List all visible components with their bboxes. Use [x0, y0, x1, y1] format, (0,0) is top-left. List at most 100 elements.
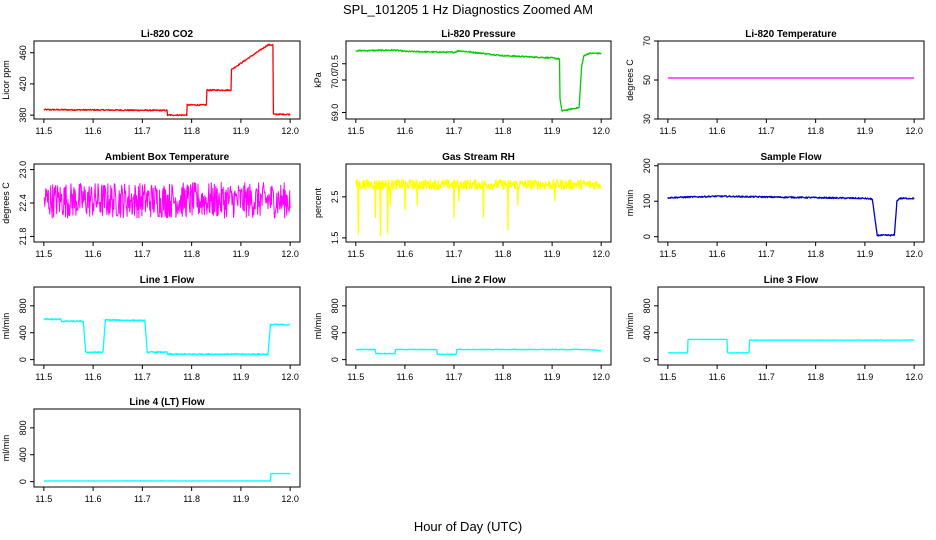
x-tick-label: 11.5 [659, 249, 676, 259]
x-tick-label: 11.7 [446, 249, 463, 259]
panel-title: Line 4 (LT) Flow [129, 397, 205, 408]
x-tick-label: 11.5 [35, 249, 52, 259]
y-tick-label: 0 [642, 357, 652, 362]
y-tick-label: 800 [330, 298, 340, 313]
x-tick-label: 11.5 [659, 126, 676, 136]
y-tick-label: 460 [18, 45, 28, 60]
panel-title: Ambient Box Temperature [105, 152, 230, 163]
panel-title: Line 3 Flow [764, 275, 819, 286]
y-tick-label: 400 [330, 325, 340, 340]
series-line [43, 318, 291, 356]
plot-frame [33, 286, 301, 366]
x-tick-label: 11.5 [659, 372, 676, 382]
x-tick-label: 11.7 [758, 126, 775, 136]
y-tick-label: 70 [642, 36, 652, 46]
series-line [355, 48, 602, 112]
x-tick-label: 12.0 [281, 249, 299, 259]
y-axis-label: degrees C [625, 59, 635, 101]
panel-ambient-box-temperature: Ambient Box Temperature degrees C 21.8 22.4… [1, 152, 301, 259]
x-tick-label: 11.9 [856, 249, 873, 259]
panel-li-820-temperature: Li-820 Temperature degrees C 30 50 70 11.5 11.… [625, 29, 925, 136]
x-tick-label: 11.9 [856, 126, 873, 136]
y-tick-label: 70.5 [330, 55, 340, 73]
x-tick-label: 11.7 [134, 494, 151, 504]
y-axis-label: ml/min [625, 313, 635, 340]
y-axis-label: ml/min [1, 435, 11, 462]
x-tick-label: 11.8 [807, 372, 824, 382]
x-tick-label: 11.7 [134, 249, 151, 259]
panel-title: Gas Stream RH [442, 152, 515, 163]
panel-title: Line 2 Flow [451, 275, 506, 286]
panel-title: Li-820 CO2 [141, 29, 194, 40]
x-tick-label: 11.8 [183, 126, 200, 136]
plot-frame [657, 286, 925, 366]
x-tick-label: 12.0 [592, 249, 610, 259]
panel-line-3-flow: Line 3 Flow ml/min 0 400 800 11.5 11.6 11.7 11.8… [625, 275, 925, 382]
x-tick-label: 11.8 [183, 249, 200, 259]
y-tick-label: 0 [330, 357, 340, 362]
y-axis-label: degrees C [1, 182, 11, 224]
x-tick-label: 11.6 [709, 126, 726, 136]
panel-title: Li-820 Pressure [441, 29, 516, 40]
x-tick-label: 12.0 [592, 126, 610, 136]
y-tick-label: 400 [642, 325, 652, 340]
panel-line-2-flow: Line 2 Flow ml/min 0 400 800 11.5 11.6 11.7 11.8… [313, 275, 612, 382]
x-tick-label: 11.6 [396, 372, 413, 382]
y-tick-label: 400 [18, 447, 28, 462]
panel-title: Li-820 Temperature [745, 29, 837, 40]
x-tick-label: 11.7 [446, 372, 463, 382]
plot-frame [345, 163, 612, 243]
panel-li-820-co2: Li-820 CO2 Licor ppm 380 420 460 11.5 11.6 11.7… [1, 29, 301, 136]
x-tick-label: 11.8 [495, 249, 512, 259]
x-tick-label: 11.9 [544, 372, 561, 382]
y-axis-label: ml/min [625, 190, 635, 217]
x-tick-label: 11.6 [85, 494, 102, 504]
x-tick-label: 11.7 [758, 249, 775, 259]
series-line [667, 194, 915, 237]
y-tick-label: 1.5 [330, 232, 340, 245]
x-tick-label: 11.8 [183, 494, 200, 504]
x-tick-label: 11.5 [35, 126, 52, 136]
figure-title: SPL_101205 1 Hz Diagnostics Zoomed AM [343, 2, 593, 17]
x-tick-label: 11.6 [85, 126, 102, 136]
x-tick-label: 11.9 [544, 249, 561, 259]
series-line [355, 178, 602, 237]
y-tick-label: 420 [18, 76, 28, 91]
figure-xlabel: Hour of Day (UTC) [414, 519, 522, 534]
x-tick-label: 11.5 [347, 249, 364, 259]
y-tick-label: 2.5 [330, 191, 340, 204]
y-axis-label: ml/min [313, 313, 323, 340]
x-tick-label: 11.8 [807, 249, 824, 259]
x-tick-label: 12.0 [281, 494, 299, 504]
x-tick-label: 11.5 [347, 126, 364, 136]
series-line [43, 43, 291, 117]
plot-frame [33, 408, 301, 488]
x-tick-label: 11.6 [85, 372, 102, 382]
x-tick-label: 11.9 [232, 372, 249, 382]
plot-frame [33, 40, 301, 120]
x-tick-label: 12.0 [281, 372, 299, 382]
panel-sample-flow: Sample Flow ml/min 0 100 200 11.5 11.6 11.7 11.8… [625, 152, 925, 259]
y-tick-label: 800 [18, 420, 28, 435]
y-tick-label: 400 [18, 325, 28, 340]
x-tick-label: 11.8 [495, 126, 512, 136]
chart-panels: Li-820 CO2 Licor ppm 380 420 460 11.5 11.6 11.7… [1, 29, 925, 504]
x-tick-label: 11.9 [232, 249, 249, 259]
x-tick-label: 12.0 [281, 126, 299, 136]
x-tick-label: 11.7 [134, 126, 151, 136]
x-tick-label: 11.5 [347, 372, 364, 382]
y-tick-label: 23.0 [18, 161, 28, 179]
y-axis-label: percent [313, 187, 323, 218]
y-axis-label: ml/min [1, 313, 11, 340]
panel-title: Sample Flow [760, 152, 821, 163]
panel-line-1-flow: Line 1 Flow ml/min 0 400 800 11.5 11.6 11.7 11.8… [1, 275, 301, 382]
y-axis-label: kPa [313, 72, 323, 88]
x-tick-label: 11.8 [807, 126, 824, 136]
x-tick-label: 11.8 [495, 372, 512, 382]
x-tick-label: 11.7 [758, 372, 775, 382]
x-tick-label: 11.6 [709, 249, 726, 259]
x-tick-label: 12.0 [905, 372, 923, 382]
x-tick-label: 11.6 [396, 249, 413, 259]
y-tick-label: 0 [18, 357, 28, 362]
